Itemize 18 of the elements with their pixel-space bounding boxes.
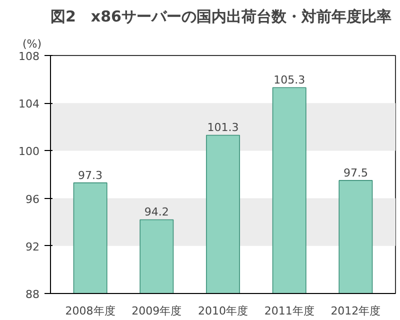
y-tick-label: 100 <box>18 145 40 158</box>
x-tick-label: 2008年度 <box>65 304 116 318</box>
y-tick-label: 96 <box>26 192 40 206</box>
y-tick-label: 108 <box>18 50 40 63</box>
data-label: 105.3 <box>274 74 306 87</box>
y-tick-label: 88 <box>26 288 40 301</box>
data-label: 94.2 <box>144 206 169 219</box>
y-tick-label: 104 <box>18 98 40 111</box>
x-tick-label: 2009年度 <box>132 304 182 318</box>
y-axis-title: (%) <box>22 38 42 50</box>
x-tick-label: 2012年度 <box>330 304 381 318</box>
chart-title: 図2 x86サーバーの国内出荷台数・対前年度比率 <box>50 8 392 26</box>
x-tick-label: 2010年度 <box>198 304 248 318</box>
data-label: 97.3 <box>78 168 103 182</box>
x-tick-label: 2011年度 <box>264 304 314 318</box>
data-label: 101.3 <box>207 121 239 134</box>
y-tick-label: 92 <box>26 240 40 254</box>
data-label: 97.5 <box>343 166 368 180</box>
